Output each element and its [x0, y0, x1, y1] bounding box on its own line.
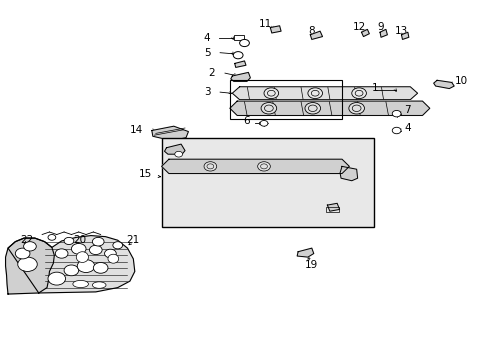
Circle shape — [77, 260, 95, 273]
Circle shape — [71, 243, 86, 254]
Text: 18: 18 — [196, 189, 209, 199]
Polygon shape — [401, 32, 408, 40]
Circle shape — [89, 245, 102, 255]
Circle shape — [23, 242, 36, 251]
Text: 22: 22 — [20, 235, 33, 245]
Circle shape — [239, 40, 249, 46]
Text: 12: 12 — [352, 22, 366, 32]
Polygon shape — [232, 87, 417, 100]
Text: 8: 8 — [308, 26, 314, 36]
Text: 5: 5 — [203, 48, 210, 58]
Polygon shape — [164, 144, 184, 154]
Polygon shape — [310, 31, 322, 40]
Bar — [161, 138, 373, 226]
Circle shape — [174, 151, 182, 157]
Circle shape — [48, 272, 65, 285]
Circle shape — [64, 237, 74, 244]
Polygon shape — [270, 26, 281, 33]
Circle shape — [55, 249, 68, 258]
Circle shape — [391, 111, 400, 117]
Polygon shape — [234, 61, 245, 67]
Circle shape — [307, 88, 322, 99]
Ellipse shape — [108, 254, 119, 263]
Bar — [233, 35, 244, 40]
Text: 7: 7 — [404, 105, 410, 116]
Polygon shape — [229, 101, 429, 116]
Circle shape — [257, 162, 270, 171]
Circle shape — [305, 103, 320, 114]
Text: 17: 17 — [353, 173, 366, 183]
Polygon shape — [361, 30, 368, 37]
Polygon shape — [339, 166, 357, 181]
Circle shape — [351, 88, 366, 99]
Polygon shape — [327, 203, 339, 211]
Circle shape — [260, 121, 267, 126]
Text: 13: 13 — [394, 26, 407, 36]
Text: 9: 9 — [377, 22, 384, 32]
Text: 2: 2 — [208, 68, 215, 78]
Ellipse shape — [73, 280, 88, 288]
Text: 18: 18 — [328, 201, 341, 211]
Polygon shape — [5, 238, 54, 294]
Ellipse shape — [92, 282, 106, 288]
Bar — [326, 207, 338, 212]
Text: 11: 11 — [258, 19, 271, 29]
Circle shape — [92, 237, 104, 246]
Circle shape — [264, 88, 278, 99]
Text: 15: 15 — [138, 169, 152, 179]
Ellipse shape — [76, 252, 88, 262]
Circle shape — [15, 248, 30, 259]
Text: 18: 18 — [203, 189, 216, 199]
Circle shape — [113, 242, 122, 249]
Text: 3: 3 — [203, 87, 210, 97]
Circle shape — [391, 127, 400, 134]
Circle shape — [48, 234, 56, 240]
Bar — [229, 80, 341, 119]
Polygon shape — [230, 72, 250, 81]
Circle shape — [64, 265, 79, 276]
Polygon shape — [433, 80, 453, 89]
Polygon shape — [152, 126, 188, 140]
Circle shape — [233, 51, 243, 59]
Polygon shape — [161, 159, 348, 174]
Polygon shape — [297, 248, 313, 257]
Circle shape — [18, 257, 37, 271]
Circle shape — [261, 103, 276, 114]
Circle shape — [104, 249, 116, 258]
Text: 4: 4 — [404, 123, 410, 132]
Text: 16: 16 — [183, 162, 196, 172]
Circle shape — [203, 162, 216, 171]
Polygon shape — [379, 30, 386, 37]
Text: 6: 6 — [242, 116, 249, 126]
Polygon shape — [8, 235, 135, 293]
Text: 10: 10 — [454, 76, 468, 86]
Text: 19: 19 — [304, 260, 317, 270]
Circle shape — [348, 103, 364, 114]
Text: 20: 20 — [73, 235, 86, 245]
Text: 14: 14 — [129, 125, 143, 135]
Text: 21: 21 — [126, 235, 140, 245]
Circle shape — [93, 262, 108, 273]
Text: 4: 4 — [203, 33, 210, 43]
Text: 1: 1 — [371, 83, 378, 93]
